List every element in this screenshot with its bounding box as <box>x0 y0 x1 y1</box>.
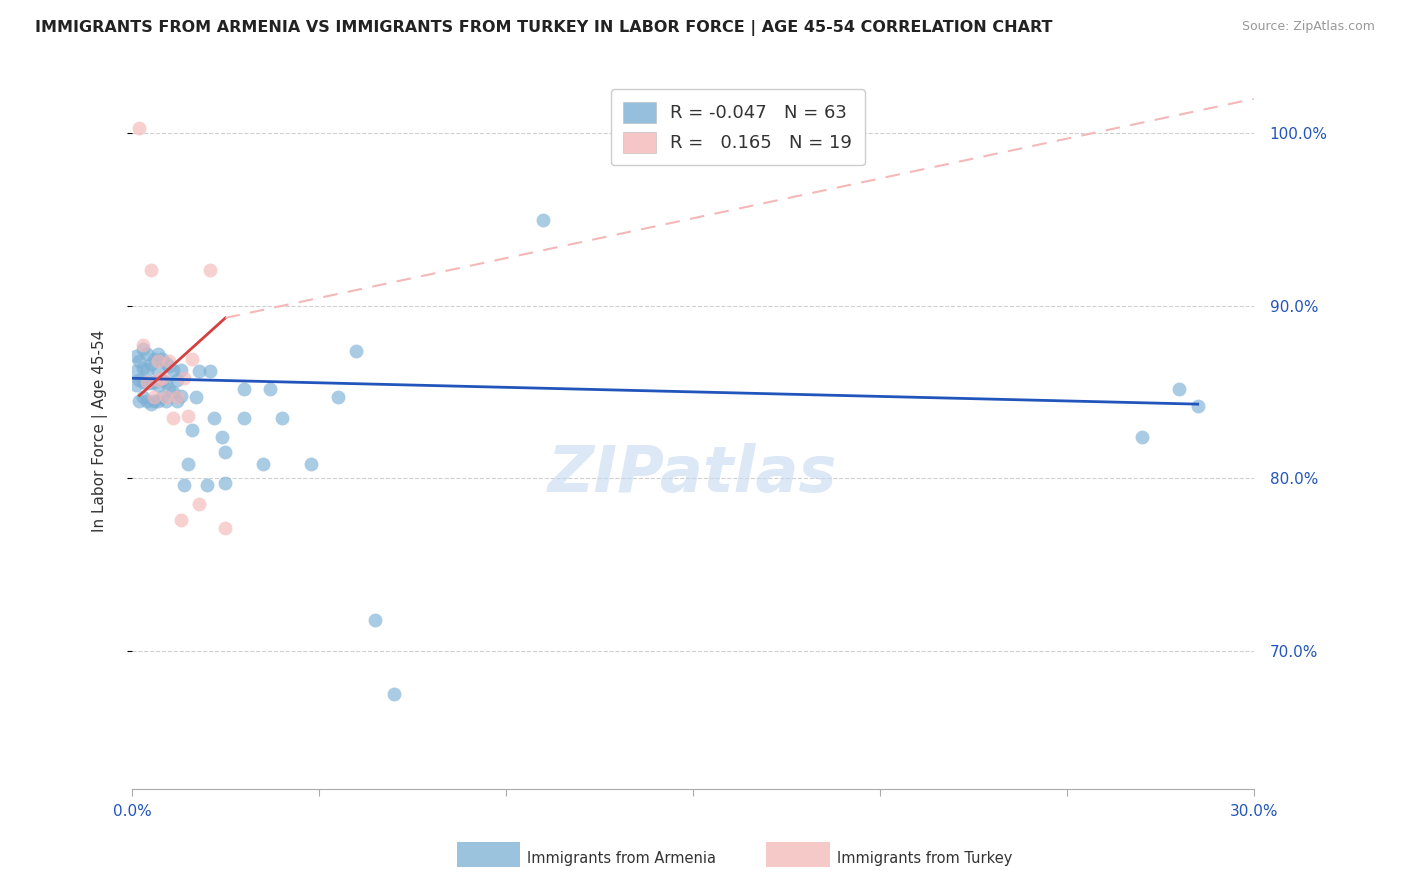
Text: IMMIGRANTS FROM ARMENIA VS IMMIGRANTS FROM TURKEY IN LABOR FORCE | AGE 45-54 COR: IMMIGRANTS FROM ARMENIA VS IMMIGRANTS FR… <box>35 20 1053 36</box>
Point <box>169 513 191 527</box>
Point <box>146 378 169 392</box>
Point <box>166 373 188 387</box>
Text: Immigrants from Armenia: Immigrants from Armenia <box>527 851 716 865</box>
Point <box>180 423 202 437</box>
Point <box>162 411 184 425</box>
Point <box>214 521 236 535</box>
Point <box>200 262 222 277</box>
Point <box>150 352 173 367</box>
Point <box>1187 399 1209 413</box>
Point <box>128 393 150 408</box>
Point <box>1130 430 1153 444</box>
Text: ZIPatlas: ZIPatlas <box>548 442 838 505</box>
Point <box>162 385 184 400</box>
Point <box>326 390 349 404</box>
Point <box>344 343 367 358</box>
Point <box>125 378 148 392</box>
Point <box>157 354 180 368</box>
Legend: R = -0.047   N = 63, R =   0.165   N = 19: R = -0.047 N = 63, R = 0.165 N = 19 <box>610 89 865 165</box>
Point <box>202 411 225 425</box>
Point <box>270 411 292 425</box>
Point <box>169 362 191 376</box>
Point <box>169 388 191 402</box>
Point <box>139 358 162 372</box>
Point <box>214 445 236 459</box>
Point <box>177 458 200 472</box>
Point <box>157 382 180 396</box>
Point <box>132 360 155 375</box>
Point <box>150 390 173 404</box>
Point <box>146 347 169 361</box>
Point <box>135 393 157 408</box>
Point <box>211 430 233 444</box>
Point <box>180 352 202 367</box>
Point <box>135 347 157 361</box>
Point <box>188 497 211 511</box>
Point <box>382 687 405 701</box>
Point <box>531 212 554 227</box>
Point <box>155 356 177 370</box>
Text: Source: ZipAtlas.com: Source: ZipAtlas.com <box>1241 20 1375 33</box>
Point <box>125 364 148 378</box>
Point <box>166 390 188 404</box>
Point <box>128 373 150 387</box>
Point <box>155 393 177 408</box>
Point <box>188 364 211 378</box>
Point <box>301 458 323 472</box>
Point <box>139 376 162 391</box>
Point <box>157 359 180 374</box>
Point <box>173 371 195 385</box>
Point <box>132 342 155 356</box>
Point <box>166 393 188 408</box>
Point <box>146 354 169 368</box>
Point <box>162 362 184 376</box>
Point <box>214 476 236 491</box>
Point <box>150 371 173 385</box>
Point <box>139 397 162 411</box>
Point <box>184 390 207 404</box>
Point <box>146 373 169 387</box>
Point <box>177 409 200 424</box>
Point <box>143 390 166 404</box>
Point <box>150 373 173 387</box>
Point <box>143 393 166 408</box>
Point <box>155 390 177 404</box>
Point <box>155 375 177 389</box>
Point <box>135 376 157 391</box>
Point <box>259 382 281 396</box>
Point <box>200 364 222 378</box>
Point <box>128 354 150 368</box>
Point <box>195 478 218 492</box>
Point <box>1168 382 1191 396</box>
Point <box>143 375 166 389</box>
Point <box>132 338 155 352</box>
Point <box>146 393 169 408</box>
Point <box>128 121 150 136</box>
Point <box>135 362 157 376</box>
Text: Immigrants from Turkey: Immigrants from Turkey <box>837 851 1012 865</box>
Point <box>132 375 155 389</box>
Point <box>364 613 387 627</box>
Point <box>146 364 169 378</box>
Y-axis label: In Labor Force | Age 45-54: In Labor Force | Age 45-54 <box>93 330 108 532</box>
Point <box>252 458 274 472</box>
Point <box>233 382 256 396</box>
Point <box>143 352 166 367</box>
Point <box>125 349 148 363</box>
Point <box>173 478 195 492</box>
Point <box>135 375 157 389</box>
Point <box>233 411 256 425</box>
Point <box>139 262 162 277</box>
Point <box>132 390 155 404</box>
